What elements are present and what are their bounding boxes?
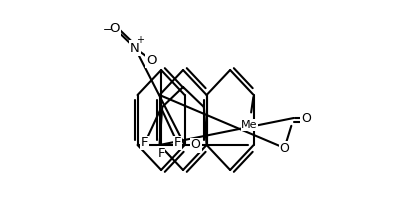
- Text: O: O: [301, 111, 311, 124]
- Text: O: O: [109, 22, 119, 34]
- Text: F: F: [174, 136, 181, 150]
- Text: F: F: [157, 146, 165, 160]
- Text: O: O: [279, 141, 290, 155]
- Text: O: O: [146, 53, 156, 66]
- Text: F: F: [141, 136, 148, 150]
- Text: +: +: [136, 35, 144, 45]
- Text: O: O: [190, 138, 200, 152]
- Text: N: N: [130, 41, 140, 54]
- Text: Me: Me: [241, 120, 257, 130]
- Text: −: −: [103, 25, 113, 35]
